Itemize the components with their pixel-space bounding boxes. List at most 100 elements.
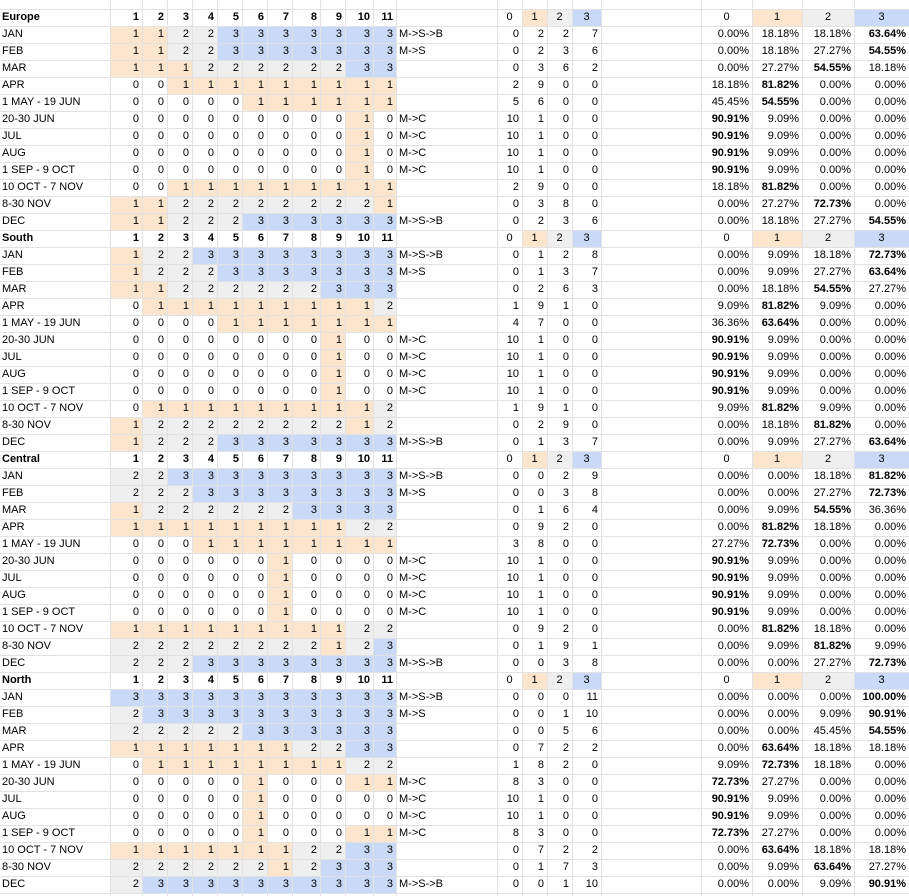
region-header[interactable]: South xyxy=(2,232,34,244)
count-cell[interactable]: 0 xyxy=(591,623,598,635)
percent-cell[interactable]: 54.55% xyxy=(761,96,799,108)
percent-cell[interactable]: 0.00% xyxy=(717,249,749,261)
value-cell[interactable]: 0 xyxy=(257,368,264,380)
value-cell[interactable]: 0 xyxy=(232,334,239,346)
value-cell[interactable]: 3 xyxy=(373,281,396,298)
count-cell[interactable]: 8 xyxy=(512,776,519,788)
value-cell[interactable]: 0 xyxy=(232,351,239,363)
count-cell[interactable]: 3 xyxy=(562,657,569,669)
period-label[interactable]: 1 SEP - 9 OCT xyxy=(2,385,76,397)
value-cell[interactable]: 0 xyxy=(132,79,139,91)
count-cell[interactable]: 0 xyxy=(562,368,569,380)
percent-cell[interactable]: 0.00% xyxy=(819,827,851,839)
percent-cell[interactable]: 18.18% xyxy=(813,521,851,533)
value-cell[interactable]: 3 xyxy=(320,247,345,264)
percent-cell[interactable]: 0.00% xyxy=(874,589,906,601)
count-cell[interactable]: 0 xyxy=(591,555,598,567)
value-cell[interactable]: 2 xyxy=(167,723,192,740)
value-cell[interactable]: 2 xyxy=(167,213,192,230)
count-header-cell[interactable]: 0 xyxy=(506,674,513,686)
value-cell[interactable]: 2 xyxy=(192,43,217,60)
percent-cell[interactable]: 9.09% xyxy=(767,368,799,380)
percent-cell[interactable]: 72.73% xyxy=(813,198,851,210)
value-cell[interactable]: 2 xyxy=(167,281,192,298)
value-cell[interactable]: 1 xyxy=(373,179,396,196)
value-cell[interactable]: 1 xyxy=(320,298,345,315)
count-cell[interactable]: 0 xyxy=(562,164,569,176)
value-cell[interactable]: 1 xyxy=(142,519,167,536)
region-header[interactable]: Central xyxy=(2,453,40,465)
count-cell[interactable]: 0 xyxy=(562,827,569,839)
percent-header-cell[interactable]: 1 xyxy=(752,230,802,247)
value-cell[interactable]: 1 xyxy=(110,519,142,536)
value-cell[interactable]: 1 xyxy=(320,366,345,383)
value-cell[interactable]: 0 xyxy=(363,351,370,363)
percent-cell[interactable]: 0.00% xyxy=(874,351,906,363)
value-cell[interactable]: 2 xyxy=(217,196,242,213)
count-cell[interactable]: 0 xyxy=(562,96,569,108)
value-cell[interactable]: 0 xyxy=(182,793,189,805)
percent-cell[interactable]: 0.00% xyxy=(767,470,799,482)
count-cell[interactable]: 7 xyxy=(591,266,598,278)
value-cell[interactable]: 3 xyxy=(192,876,217,893)
count-cell[interactable]: 1 xyxy=(562,878,569,890)
column-number-header[interactable]: 8 xyxy=(310,674,317,686)
percent-cell[interactable]: 27.27% xyxy=(813,487,851,499)
value-cell[interactable]: 0 xyxy=(386,793,393,805)
percent-cell[interactable]: 0.00% xyxy=(874,147,906,159)
percent-cell[interactable]: 90.91% xyxy=(711,334,749,346)
count-cell[interactable]: 0 xyxy=(591,96,598,108)
percent-cell[interactable]: 0.00% xyxy=(767,691,799,703)
value-cell[interactable]: 3 xyxy=(242,26,267,43)
count-cell[interactable]: 2 xyxy=(562,521,569,533)
value-cell[interactable]: 1 xyxy=(192,621,217,638)
count-cell[interactable]: 2 xyxy=(591,62,598,74)
value-cell[interactable]: 3 xyxy=(345,60,373,77)
column-number-header[interactable]: 3 xyxy=(182,11,189,23)
value-cell[interactable]: 3 xyxy=(373,213,396,230)
value-cell[interactable]: 0 xyxy=(363,334,370,346)
value-cell[interactable]: 1 xyxy=(292,77,320,94)
percent-cell[interactable]: 18.18% xyxy=(868,844,906,856)
percent-cell[interactable]: 0.00% xyxy=(874,776,906,788)
percent-cell[interactable]: 9.09% xyxy=(819,300,851,312)
count-cell[interactable]: 1 xyxy=(537,640,544,652)
value-cell[interactable]: 0 xyxy=(310,385,317,397)
value-cell[interactable]: 1 xyxy=(267,553,292,570)
value-cell[interactable]: 2 xyxy=(142,638,167,655)
value-cell[interactable]: 3 xyxy=(192,468,217,485)
count-cell[interactable]: 8 xyxy=(591,657,598,669)
percent-cell[interactable]: 81.82% xyxy=(761,402,799,414)
column-number-header[interactable]: 10 xyxy=(357,453,370,465)
value-cell[interactable]: 3 xyxy=(373,740,396,757)
value-cell[interactable]: 3 xyxy=(217,26,242,43)
percent-cell[interactable]: 0.00% xyxy=(717,640,749,652)
count-header-cell[interactable]: 2 xyxy=(547,230,572,247)
count-cell[interactable]: 0 xyxy=(562,79,569,91)
value-cell[interactable]: 3 xyxy=(345,655,373,672)
count-cell[interactable]: 2 xyxy=(562,844,569,856)
value-cell[interactable]: 2 xyxy=(242,196,267,213)
value-cell[interactable]: 1 xyxy=(110,26,142,43)
value-cell[interactable]: 3 xyxy=(373,434,396,451)
count-cell[interactable]: 0 xyxy=(512,844,519,856)
percent-cell[interactable]: 9.09% xyxy=(717,402,749,414)
percent-cell[interactable]: 72.73% xyxy=(761,538,799,550)
value-cell[interactable]: 0 xyxy=(257,164,264,176)
value-cell[interactable]: 1 xyxy=(167,740,192,757)
period-label[interactable]: AUG xyxy=(2,810,26,822)
value-cell[interactable]: 2 xyxy=(167,655,192,672)
value-cell[interactable]: 3 xyxy=(320,689,345,706)
value-cell[interactable]: 1 xyxy=(142,281,167,298)
value-cell[interactable]: 0 xyxy=(363,810,370,822)
count-cell[interactable]: 0 xyxy=(537,708,544,720)
value-cell[interactable]: 3 xyxy=(267,26,292,43)
value-cell[interactable]: 3 xyxy=(242,706,267,723)
value-cell[interactable]: 3 xyxy=(267,655,292,672)
percent-cell[interactable]: 54.55% xyxy=(868,725,906,737)
value-cell[interactable]: 3 xyxy=(345,740,373,757)
percent-cell[interactable]: 27.27% xyxy=(813,215,851,227)
count-cell[interactable]: 7 xyxy=(537,742,544,754)
value-cell[interactable]: 2 xyxy=(167,485,192,502)
